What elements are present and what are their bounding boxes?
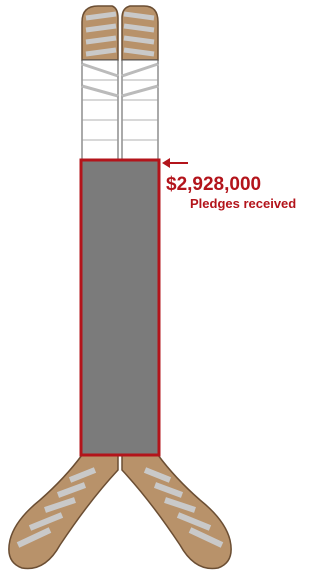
arrow [162, 158, 188, 168]
pledge-graphic: $2,928,000 Pledges received [0, 0, 302, 585]
amount: $2,928,000 [166, 174, 261, 195]
top-handles [82, 6, 158, 60]
page: {"label": {"amount": "$2,928,000", "capt… [0, 0, 302, 585]
caption: Pledges received [190, 196, 296, 211]
shafts [82, 60, 158, 160]
pledge-fill [81, 160, 159, 455]
bottom-blades [9, 455, 231, 569]
